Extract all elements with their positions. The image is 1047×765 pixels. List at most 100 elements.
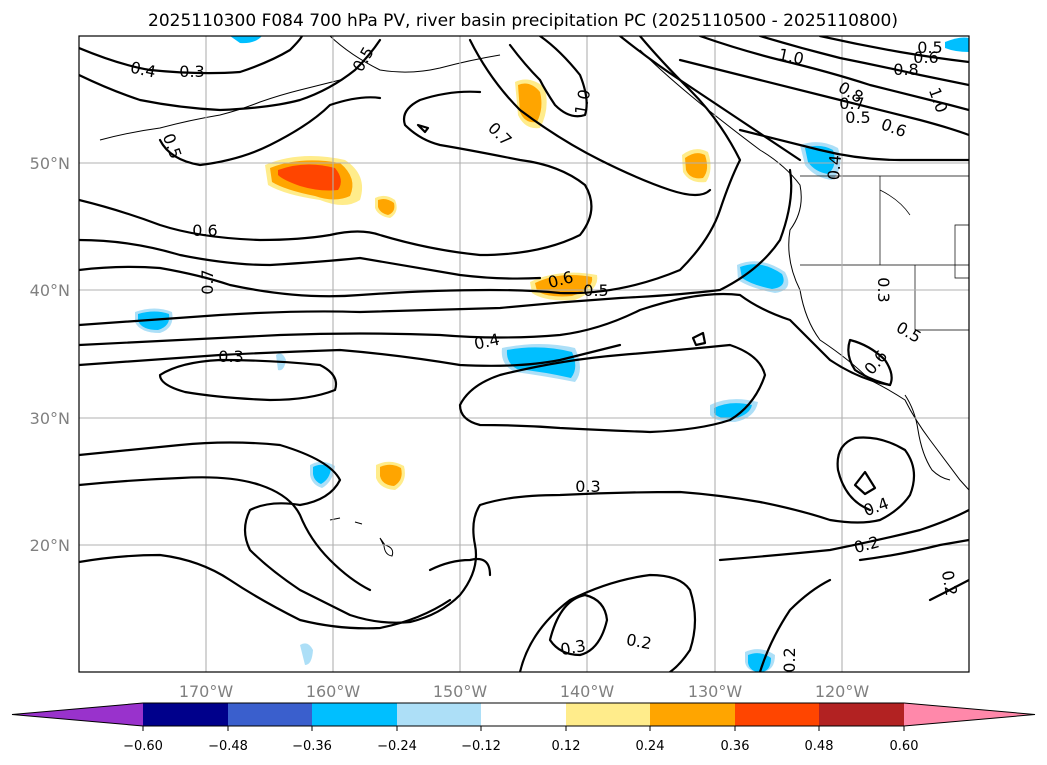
pv-contour xyxy=(548,593,609,657)
colorbar-tick-label: 0.60 xyxy=(890,739,919,754)
contour-label: 0.8 xyxy=(893,60,918,79)
plot-frame xyxy=(78,35,970,673)
contour-label: 0.5 xyxy=(845,108,870,127)
contour-label: 0.3 xyxy=(218,347,243,366)
precip-blob-negative xyxy=(805,145,835,174)
contour-label: 0.4 xyxy=(472,330,501,354)
colorbar-tick-label: −0.36 xyxy=(292,739,332,754)
colorbar-swatch xyxy=(228,703,312,726)
contour-label: 0.6 xyxy=(192,221,217,240)
pv-contour xyxy=(416,123,430,134)
contour-label: 1.0 xyxy=(777,45,806,69)
lat-label: 40°N xyxy=(30,281,70,300)
colorbar-swatches xyxy=(11,702,1036,727)
pv-contour xyxy=(853,470,877,496)
pv-contour xyxy=(758,578,832,672)
precip-blob-positive xyxy=(380,464,402,486)
lon-label: 150°W xyxy=(433,682,488,701)
pv-contour xyxy=(758,36,969,87)
colorbar-tick-label: 0.48 xyxy=(805,739,834,754)
pv-contours xyxy=(79,36,969,672)
lon-label: 130°W xyxy=(688,682,743,701)
precip-blob-negative xyxy=(945,37,969,52)
pv-contour xyxy=(508,36,588,118)
lon-label: 170°W xyxy=(179,682,234,701)
precip-blob-positive xyxy=(278,164,341,191)
contour-label: 0.4 xyxy=(129,58,158,82)
coastline-hawaii xyxy=(329,517,394,557)
precip-blob-negative xyxy=(714,403,752,419)
colorbar-tick-label: −0.48 xyxy=(208,739,248,754)
colorbar: −0.60 −0.48 −0.36 −0.24 −0.12 0.12 0.24 … xyxy=(11,702,1036,754)
border-states xyxy=(800,176,969,331)
contour-label: 0.2 xyxy=(625,630,653,653)
precip-blob-negative xyxy=(300,643,313,665)
pv-contour xyxy=(79,36,742,298)
contour-label: 0.7 xyxy=(198,269,217,294)
colorbar-swatch xyxy=(143,703,228,726)
pv-contour xyxy=(158,358,338,402)
contour-label: 0.2 xyxy=(780,647,799,672)
lat-labels: 50°N 40°N 30°N 20°N xyxy=(30,154,70,555)
colorbar-swatch xyxy=(904,703,1035,726)
pv-contour xyxy=(618,36,802,162)
contour-label: 0.3 xyxy=(874,277,893,302)
lon-label: 160°W xyxy=(306,682,361,701)
coastline-alaska xyxy=(329,36,501,73)
colorbar-tick-label: −0.60 xyxy=(123,739,163,754)
pv-contour xyxy=(79,476,372,592)
pv-contour xyxy=(79,343,622,367)
lon-label: 140°W xyxy=(560,682,615,701)
contour-label: 0.5 xyxy=(917,38,942,57)
colorbar-tick-label: −0.12 xyxy=(461,739,501,754)
pv-contour xyxy=(79,168,793,327)
pv-contour xyxy=(79,436,916,624)
contour-label: 1.0 xyxy=(571,88,594,116)
contour-label: 0.7 xyxy=(839,94,864,113)
colorbar-swatch xyxy=(735,703,819,726)
pv-contour xyxy=(818,36,969,64)
pv-contour xyxy=(79,38,382,112)
lat-label: 20°N xyxy=(30,536,70,555)
contour-label: 0.4 xyxy=(824,154,845,181)
precip-shading xyxy=(135,36,969,672)
colorbar-swatch xyxy=(397,703,481,726)
contour-label: 0.6 xyxy=(913,48,938,67)
colorbar-tick-label: −0.24 xyxy=(377,739,417,754)
colorbar-tick-label: 0.24 xyxy=(636,739,665,754)
colorbar-ticks xyxy=(142,726,905,731)
contour-label: 0.2 xyxy=(938,569,961,597)
contour-label: 0.5 xyxy=(583,281,608,300)
lat-label: 30°N xyxy=(30,409,70,428)
colorbar-swatch xyxy=(481,703,566,726)
pv-contour xyxy=(678,58,969,137)
precip-blob-positive xyxy=(685,153,708,179)
lon-label: 120°W xyxy=(815,682,870,701)
precip-blob-negative xyxy=(748,653,771,672)
precip-blob-negative xyxy=(230,36,262,44)
pv-contour xyxy=(158,96,382,167)
lat-label: 50°N xyxy=(30,154,70,173)
pv-contour xyxy=(468,38,712,197)
lon-labels: 170°W 160°W 150°W 140°W 130°W 120°W xyxy=(179,682,870,701)
precip-blob-negative xyxy=(313,464,331,484)
pv-contour xyxy=(718,508,969,562)
colorbar-swatch xyxy=(650,703,735,726)
pv-contour xyxy=(79,292,892,387)
pv-contour xyxy=(79,238,542,280)
pv-contour xyxy=(691,331,707,347)
pv-contour xyxy=(79,553,452,630)
colorbar-tick-label: 0.12 xyxy=(552,739,581,754)
colorbar-swatch xyxy=(312,703,397,726)
map-title: 2025110300 F084 700 hPa PV, river basin … xyxy=(148,11,898,31)
pv-contour xyxy=(428,557,492,577)
pv-contour xyxy=(928,578,969,602)
pv-contour xyxy=(847,338,893,387)
colorbar-swatch xyxy=(12,703,143,726)
pv-contour xyxy=(79,36,304,75)
pv-contour xyxy=(458,343,767,434)
coastline-baja xyxy=(904,394,951,481)
pv-contour xyxy=(738,128,969,162)
precip-blob-positive xyxy=(378,199,395,215)
